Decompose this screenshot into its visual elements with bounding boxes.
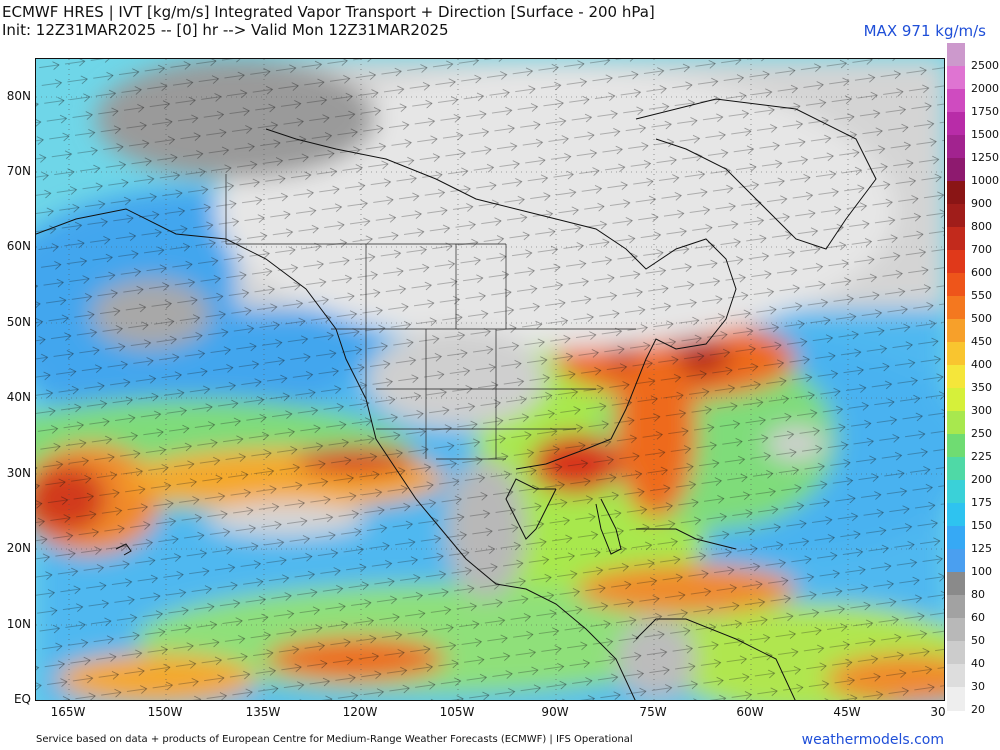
lon-label: 30 bbox=[930, 705, 946, 719]
colorbar-level-label: 900 bbox=[971, 197, 992, 210]
colorbar-level-label: 40 bbox=[971, 657, 985, 670]
colorbar-swatch bbox=[947, 365, 965, 389]
colorbar-swatch bbox=[947, 641, 965, 665]
colorbar-level-label: 200 bbox=[971, 473, 992, 486]
colorbar-swatch bbox=[947, 595, 965, 619]
lon-label: 105W bbox=[439, 705, 475, 719]
lat-label: 70N bbox=[6, 164, 31, 178]
colorbar-level-label: 1000 bbox=[971, 174, 999, 187]
site-link[interactable]: weathermodels.com bbox=[801, 732, 944, 748]
colorbar-swatch bbox=[947, 572, 965, 596]
ivt-map bbox=[35, 58, 945, 701]
colorbar-swatch bbox=[947, 43, 965, 67]
lon-label: 90W bbox=[541, 705, 569, 719]
colorbar-level-label: 1500 bbox=[971, 128, 999, 141]
ivt-direction-vectors bbox=[36, 59, 944, 700]
colorbar-level-label: 175 bbox=[971, 496, 992, 509]
colorbar-swatch bbox=[947, 89, 965, 113]
lat-label: EQ bbox=[13, 692, 31, 706]
map-title: ECMWF HRES | IVT [kg/m/s] Integrated Vap… bbox=[2, 3, 655, 21]
colorbar-level-label: 250 bbox=[971, 427, 992, 440]
colorbar-swatch bbox=[947, 204, 965, 228]
colorbar-swatch bbox=[947, 273, 965, 297]
colorbar-level-label: 125 bbox=[971, 542, 992, 555]
colorbar-level-label: 800 bbox=[971, 220, 992, 233]
colorbar-level-label: 1750 bbox=[971, 105, 999, 118]
colorbar-level-label: 500 bbox=[971, 312, 992, 325]
lon-label: 75W bbox=[639, 705, 667, 719]
colorbar-swatch bbox=[947, 549, 965, 573]
colorbar-level-label: 150 bbox=[971, 519, 992, 532]
colorbar-level-label: 300 bbox=[971, 404, 992, 417]
colorbar-level-label: 80 bbox=[971, 588, 985, 601]
lon-label: 165W bbox=[50, 705, 86, 719]
colorbar-swatch bbox=[947, 388, 965, 412]
lat-label: 40N bbox=[6, 390, 31, 404]
lon-label: 150W bbox=[147, 705, 183, 719]
max-value-label: MAX 971 kg/m/s bbox=[863, 22, 986, 40]
colorbar-level-label: 550 bbox=[971, 289, 992, 302]
colorbar-swatch bbox=[947, 112, 965, 136]
colorbar-swatch bbox=[947, 181, 965, 205]
colorbar-swatch bbox=[947, 526, 965, 550]
colorbar-level-label: 1250 bbox=[971, 151, 999, 164]
colorbar-level-label: 20 bbox=[971, 703, 985, 716]
colorbar-swatch bbox=[947, 342, 965, 366]
colorbar-swatch bbox=[947, 503, 965, 527]
colorbar-swatch bbox=[947, 66, 965, 90]
lat-label: 30N bbox=[6, 466, 31, 480]
colorbar-swatch bbox=[947, 480, 965, 504]
lon-label: 45W bbox=[833, 705, 861, 719]
colorbar-swatch bbox=[947, 687, 965, 711]
colorbar-swatch bbox=[947, 135, 965, 159]
colorbar-level-label: 350 bbox=[971, 381, 992, 394]
colorbar-swatch bbox=[947, 227, 965, 251]
colorbar-level-label: 225 bbox=[971, 450, 992, 463]
colorbar-swatch bbox=[947, 618, 965, 642]
colorbar-level-label: 400 bbox=[971, 358, 992, 371]
colorbar-swatch bbox=[947, 457, 965, 481]
colorbar-swatch bbox=[947, 250, 965, 274]
lat-label: 50N bbox=[6, 315, 31, 329]
colorbar-level-label: 600 bbox=[971, 266, 992, 279]
colorbar-level-label: 100 bbox=[971, 565, 992, 578]
lat-label: 60N bbox=[6, 239, 31, 253]
lat-label: 20N bbox=[6, 541, 31, 555]
colorbar-swatch bbox=[947, 411, 965, 435]
colorbar-swatch bbox=[947, 434, 965, 458]
colorbar-swatch bbox=[947, 158, 965, 182]
colorbar-level-label: 60 bbox=[971, 611, 985, 624]
colorbar-swatch bbox=[947, 296, 965, 320]
colorbar-level-label: 30 bbox=[971, 680, 985, 693]
colorbar-level-label: 2000 bbox=[971, 82, 999, 95]
lon-label: 60W bbox=[736, 705, 764, 719]
colorbar-level-label: 2500 bbox=[971, 59, 999, 72]
colorbar-level-label: 450 bbox=[971, 335, 992, 348]
lat-label: 10N bbox=[6, 617, 31, 631]
colorbar-level-label: 700 bbox=[971, 243, 992, 256]
lat-label: 80N bbox=[6, 89, 31, 103]
lon-label: 120W bbox=[342, 705, 378, 719]
colorbar-swatch bbox=[947, 664, 965, 688]
colorbar-swatch bbox=[947, 319, 965, 343]
lon-label: 135W bbox=[245, 705, 281, 719]
map-canvas bbox=[36, 59, 944, 700]
map-subtitle: Init: 12Z31MAR2025 -- [0] hr --> Valid M… bbox=[2, 21, 449, 39]
data-credit: Service based on data + products of Euro… bbox=[36, 734, 633, 745]
colorbar-level-label: 50 bbox=[971, 634, 985, 647]
